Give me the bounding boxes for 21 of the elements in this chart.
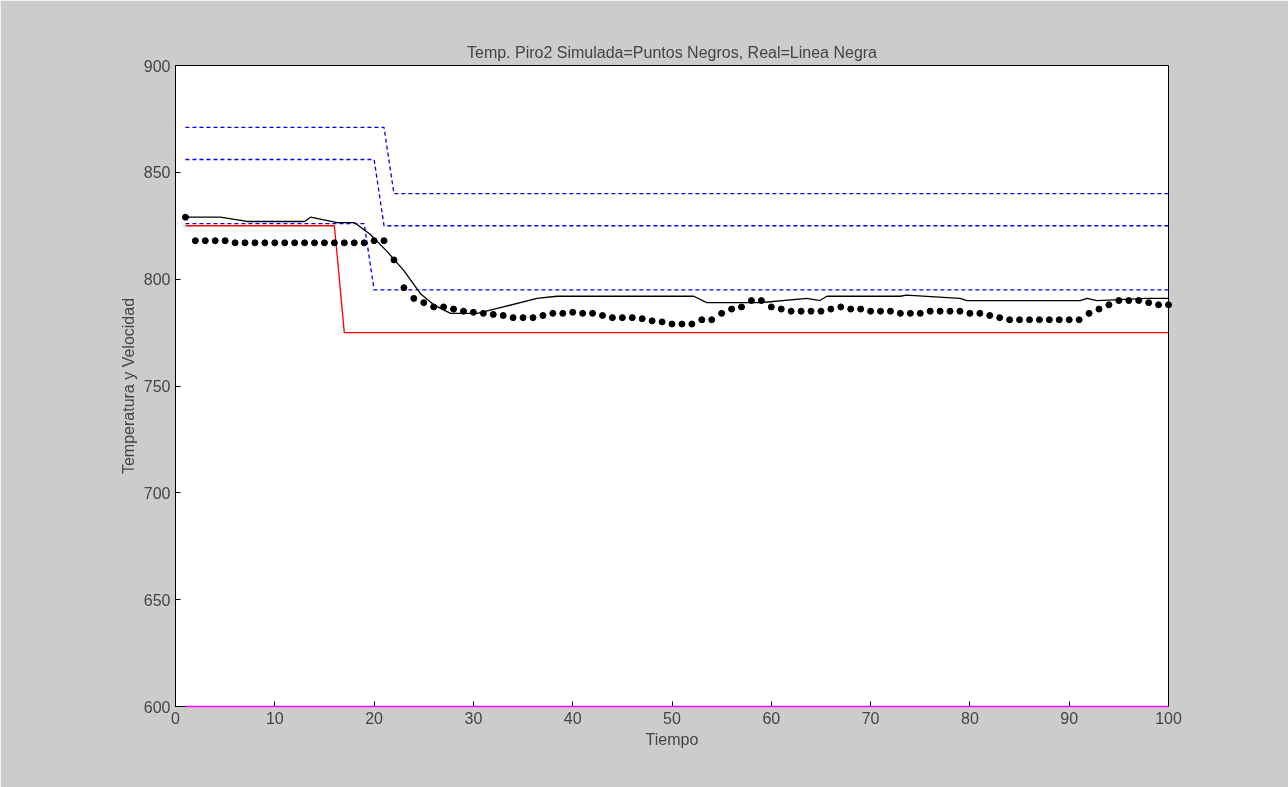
x-tick-label: 70	[861, 709, 880, 727]
x-tick-label: 100	[1155, 709, 1182, 727]
y-tick-label: 900	[143, 57, 171, 75]
y-tick-label: 650	[143, 591, 171, 609]
y-tick-label: 800	[143, 271, 171, 289]
x-tick-label: 40	[563, 709, 582, 727]
x-tick-label: 20	[365, 709, 384, 727]
x-axis-title: Tiempo	[645, 730, 699, 748]
y-axis-title: Temperatura y Velocidad	[119, 297, 137, 475]
x-tick-label: 60	[762, 709, 781, 727]
x-tick-label: 0	[171, 709, 181, 727]
x-tick-label: 50	[663, 709, 681, 727]
chart-title: Temp. Piro2 Simulada=Puntos Negros, Real=Linea Negra	[467, 43, 878, 61]
x-tick-label: 90	[1060, 709, 1079, 727]
y-tick-label: 850	[143, 164, 171, 182]
y-tick-label: 750	[143, 378, 171, 395]
y-tick-label: 600	[143, 698, 171, 716]
x-tick-label: 10	[265, 709, 284, 727]
x-tick-label: 30	[464, 709, 483, 727]
y-tick-label: 700	[143, 484, 171, 502]
x-tick-label: 80	[961, 709, 979, 727]
